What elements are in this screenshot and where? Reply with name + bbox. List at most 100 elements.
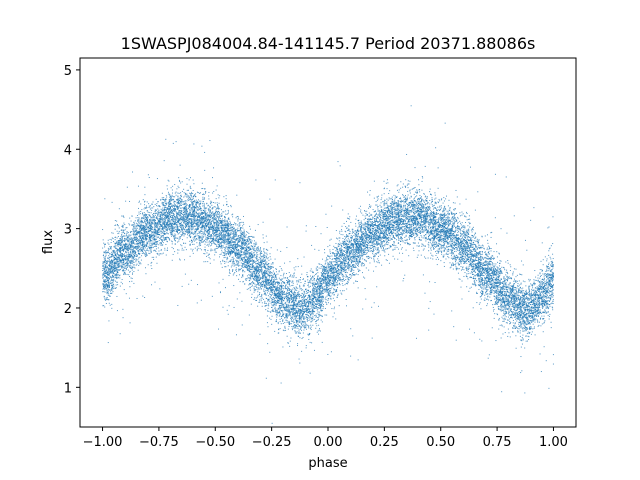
data-point [253,266,255,268]
data-point [455,238,457,240]
data-point [496,313,498,315]
data-point [232,229,234,231]
data-point [485,292,487,294]
data-point [522,334,524,336]
data-point [386,204,388,206]
data-point [504,300,506,302]
data-point [548,250,550,252]
data-point [389,210,391,212]
data-point [160,236,162,238]
data-point [153,220,155,222]
data-point [277,285,279,287]
data-point [381,237,383,239]
data-point [160,224,162,226]
data-point [298,315,300,317]
data-point [324,273,326,275]
data-point [158,223,160,225]
data-point [177,241,179,243]
data-point [364,221,366,223]
data-point [288,315,290,317]
data-point [192,221,193,223]
data-point [145,251,147,253]
data-point [128,257,130,259]
data-point [479,275,481,277]
data-point [213,190,215,192]
data-point [249,283,251,285]
data-point [113,261,115,263]
data-point [230,233,232,235]
data-point [191,231,193,233]
data-point [184,224,186,226]
data-point [268,305,270,307]
data-point [251,246,253,248]
data-point [531,320,533,322]
data-point [400,206,402,208]
data-point [348,252,350,254]
data-point [429,215,431,217]
data-point [262,237,264,239]
data-point [433,204,435,206]
data-point [171,215,173,217]
data-point [358,252,360,254]
data-point [107,252,109,254]
data-point [132,250,134,252]
data-point [408,242,410,244]
data-point [290,307,291,309]
data-point [480,295,482,297]
data-point [290,315,292,317]
data-point [491,277,493,279]
data-point [263,272,265,274]
data-point [407,187,409,189]
data-point [429,205,431,207]
data-point [474,278,476,280]
data-point [270,272,272,274]
data-point [270,287,272,289]
data-point [424,213,426,215]
data-point [177,218,179,220]
data-point [165,226,167,228]
data-point [312,287,314,289]
data-point [416,219,418,221]
data-point [511,290,513,292]
data-point [143,218,145,220]
data-point [398,227,400,229]
data-point [122,231,124,233]
data-point [232,247,234,249]
data-point [364,209,366,211]
data-point [128,274,130,276]
data-point [340,256,342,258]
data-point [110,278,112,280]
data-point [286,286,288,288]
data-point [322,306,324,308]
data-point [271,304,273,306]
data-point [117,248,119,250]
data-point [418,179,420,181]
data-point [242,240,244,242]
data-point [170,224,172,226]
data-point [117,242,119,244]
data-point [153,258,155,260]
data-point [304,280,306,282]
data-point [411,220,413,222]
data-point [375,204,377,206]
data-point [185,214,187,216]
data-point [402,280,404,282]
data-point [496,297,498,299]
data-point [436,238,438,240]
data-point [517,297,519,299]
data-point [358,251,360,253]
data-point [363,242,365,244]
data-point [399,238,401,240]
data-point [539,311,541,313]
data-point [475,285,477,287]
data-point [156,217,158,219]
data-point [198,239,200,241]
data-point [481,235,483,237]
data-point [129,239,131,241]
data-point [265,280,267,282]
data-point [365,240,367,242]
data-point [252,274,254,276]
data-point [495,303,497,305]
data-point [257,246,259,248]
data-point [168,203,170,205]
